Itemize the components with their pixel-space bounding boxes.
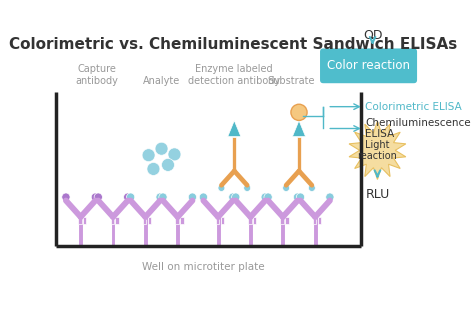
Ellipse shape [127,193,135,201]
Ellipse shape [293,193,301,201]
Circle shape [155,142,168,155]
Ellipse shape [232,193,240,201]
Circle shape [291,104,307,120]
FancyBboxPatch shape [297,137,301,171]
Ellipse shape [62,193,70,201]
Ellipse shape [188,193,197,201]
FancyBboxPatch shape [83,217,86,224]
FancyBboxPatch shape [220,217,224,224]
Ellipse shape [199,193,208,201]
Ellipse shape [261,193,269,201]
FancyBboxPatch shape [232,137,237,171]
Ellipse shape [124,193,132,201]
Text: Light
reaction: Light reaction [357,140,397,161]
FancyBboxPatch shape [320,49,417,83]
Ellipse shape [218,185,225,192]
FancyBboxPatch shape [248,217,252,224]
Ellipse shape [244,185,251,192]
FancyBboxPatch shape [318,217,321,224]
Text: Color reaction: Color reaction [327,59,410,72]
Ellipse shape [159,193,167,201]
FancyBboxPatch shape [281,217,284,224]
Text: Enzyme labeled
detection antibody: Enzyme labeled detection antibody [188,64,280,86]
FancyBboxPatch shape [216,217,220,246]
FancyBboxPatch shape [78,217,83,246]
FancyBboxPatch shape [285,217,289,224]
FancyBboxPatch shape [143,217,148,246]
Text: Colorimetric vs. Chemiluminescent Sandwich ELISAs: Colorimetric vs. Chemiluminescent Sandwi… [9,37,457,52]
FancyBboxPatch shape [143,217,146,224]
FancyBboxPatch shape [180,217,183,224]
FancyBboxPatch shape [253,217,256,224]
Polygon shape [228,121,241,137]
Text: Capture
antibody: Capture antibody [75,64,118,86]
Text: Colorimetric ELISA: Colorimetric ELISA [365,102,462,112]
Ellipse shape [264,193,272,201]
FancyBboxPatch shape [78,217,82,224]
Text: OD: OD [363,29,383,42]
Circle shape [142,149,155,162]
FancyBboxPatch shape [110,217,115,246]
FancyBboxPatch shape [115,217,119,224]
Circle shape [162,158,174,171]
FancyBboxPatch shape [175,217,179,224]
FancyBboxPatch shape [281,217,285,246]
FancyBboxPatch shape [175,217,180,246]
Text: Well on microtiter plate: Well on microtiter plate [142,262,265,272]
FancyBboxPatch shape [313,217,316,224]
Circle shape [168,148,181,161]
Polygon shape [292,121,306,137]
Text: Analyte: Analyte [143,76,180,86]
Text: Chemiluminescence
ELISA: Chemiluminescence ELISA [365,118,471,139]
Text: RLU: RLU [365,187,390,201]
Circle shape [147,163,160,175]
Text: Substrate: Substrate [267,76,315,86]
Ellipse shape [326,193,334,201]
Ellipse shape [309,185,315,192]
Ellipse shape [91,193,100,201]
Ellipse shape [156,193,164,201]
Ellipse shape [283,185,290,192]
FancyBboxPatch shape [313,217,318,246]
FancyBboxPatch shape [110,217,114,224]
Ellipse shape [229,193,237,201]
FancyBboxPatch shape [216,217,219,224]
Polygon shape [349,121,406,180]
Ellipse shape [94,193,102,201]
Ellipse shape [296,193,305,201]
FancyBboxPatch shape [148,217,151,224]
FancyBboxPatch shape [248,217,253,246]
